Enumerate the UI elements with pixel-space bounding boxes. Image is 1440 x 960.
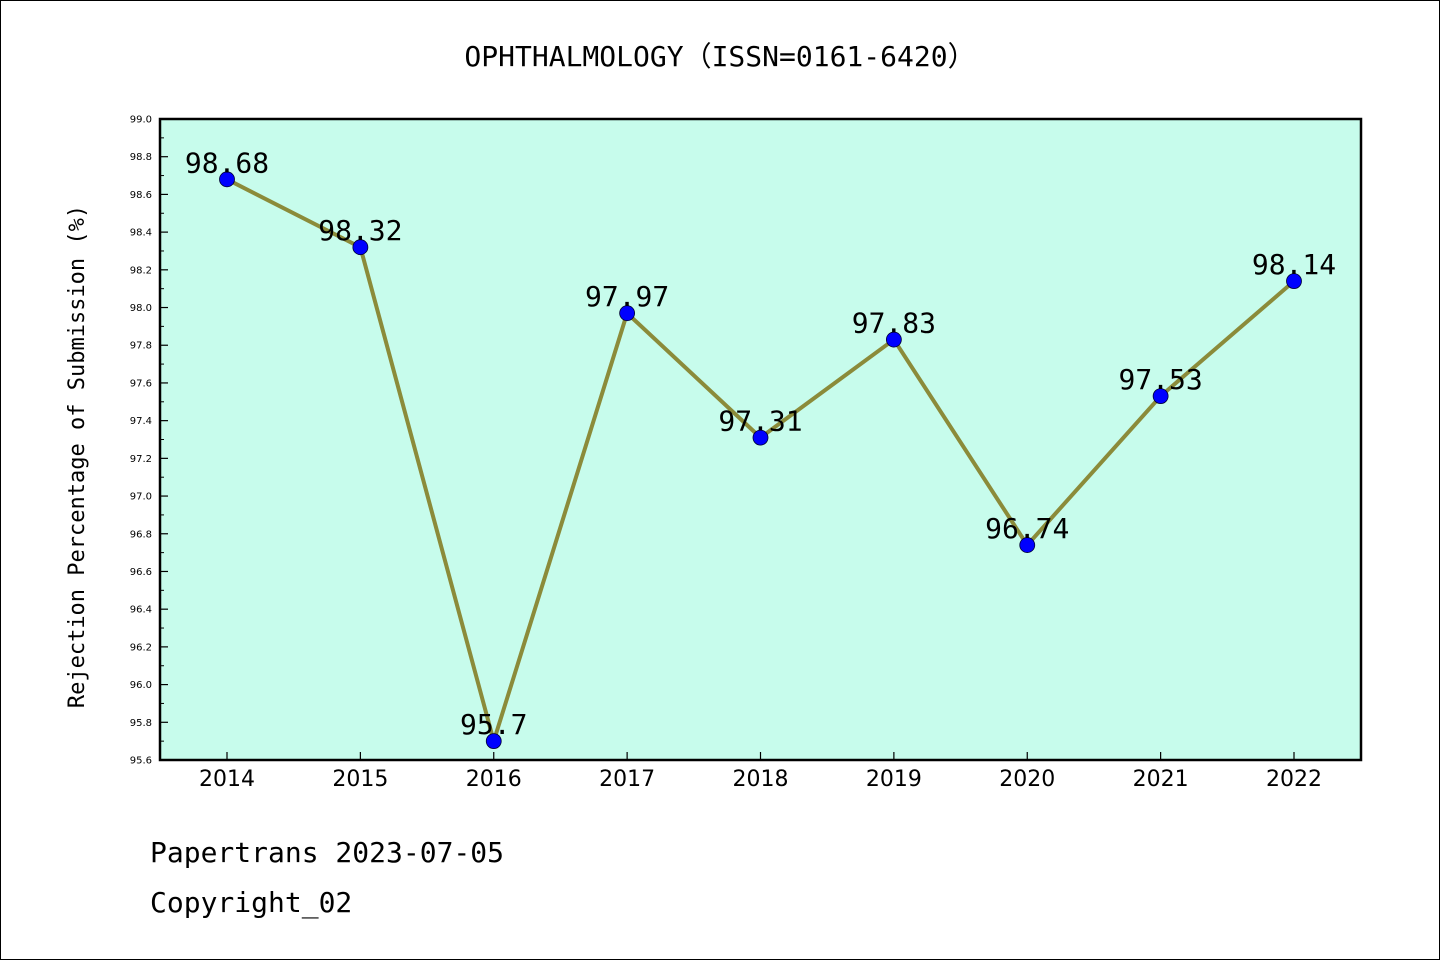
data-label: 98.68 — [185, 146, 269, 179]
data-label: 98.32 — [318, 214, 402, 247]
y-tick-label: 95.6 — [130, 756, 152, 767]
y-axis-label: Rejection Percentage of Submission (%) — [65, 205, 90, 708]
data-point — [1286, 273, 1302, 290]
y-tick-label: 97.6 — [130, 378, 152, 389]
y-tick-label: 95.8 — [130, 718, 152, 729]
data-label: 98.14 — [1252, 248, 1336, 281]
x-tick-label: 2016 — [466, 767, 522, 792]
data-label: 96.74 — [985, 512, 1069, 545]
y-tick-label: 99.0 — [130, 115, 152, 126]
data-label: 97.31 — [718, 405, 802, 438]
y-tick-label: 97.4 — [130, 416, 152, 427]
x-tick-label: 2022 — [1266, 767, 1322, 792]
data-point — [485, 733, 502, 750]
x-tick-label: 2019 — [866, 767, 922, 792]
x-tick-label: 2018 — [733, 767, 789, 792]
x-tick-label: 2014 — [199, 767, 255, 792]
data-point — [1152, 388, 1169, 405]
y-tick-label: 98.6 — [130, 190, 152, 201]
data-label: 97.83 — [852, 307, 936, 340]
y-tick-label: 96.4 — [130, 605, 152, 616]
y-tick-label: 98.8 — [130, 152, 152, 163]
y-tick-label: 97.8 — [130, 341, 152, 352]
data-point — [1019, 537, 1036, 553]
x-tick-label: 2015 — [332, 767, 388, 792]
y-tick-label: 96.6 — [130, 567, 152, 578]
y-tick-label: 96.2 — [130, 642, 152, 653]
y-tick-label: 97.0 — [130, 492, 152, 503]
data-label: 97.53 — [1118, 363, 1202, 396]
x-tick-label: 2017 — [599, 767, 655, 792]
footer-copyright: Copyright_02 — [150, 886, 353, 919]
y-tick-label: 98.2 — [130, 265, 152, 276]
data-label: 95.7 — [460, 708, 527, 741]
chart-title: OPHTHALMOLOGY（ISSN=0161-6420） — [464, 40, 975, 73]
y-tick-label: 98.0 — [130, 303, 152, 314]
y-tick-label: 97.2 — [130, 454, 152, 465]
data-point — [619, 305, 636, 322]
x-tick-label: 2020 — [999, 767, 1055, 792]
x-tick-label: 2021 — [1133, 767, 1189, 792]
y-tick-label: 96.8 — [130, 529, 152, 540]
data-point — [752, 429, 769, 446]
y-tick-label: 98.4 — [130, 228, 152, 239]
plot-border — [158, 117, 1363, 762]
data-point — [885, 331, 902, 348]
data-point — [352, 239, 369, 256]
data-label: 97.97 — [585, 280, 669, 313]
y-tick-label: 96.0 — [130, 680, 152, 691]
data-point — [219, 171, 235, 188]
footer-date: Papertrans 2023-07-05 — [150, 836, 505, 869]
